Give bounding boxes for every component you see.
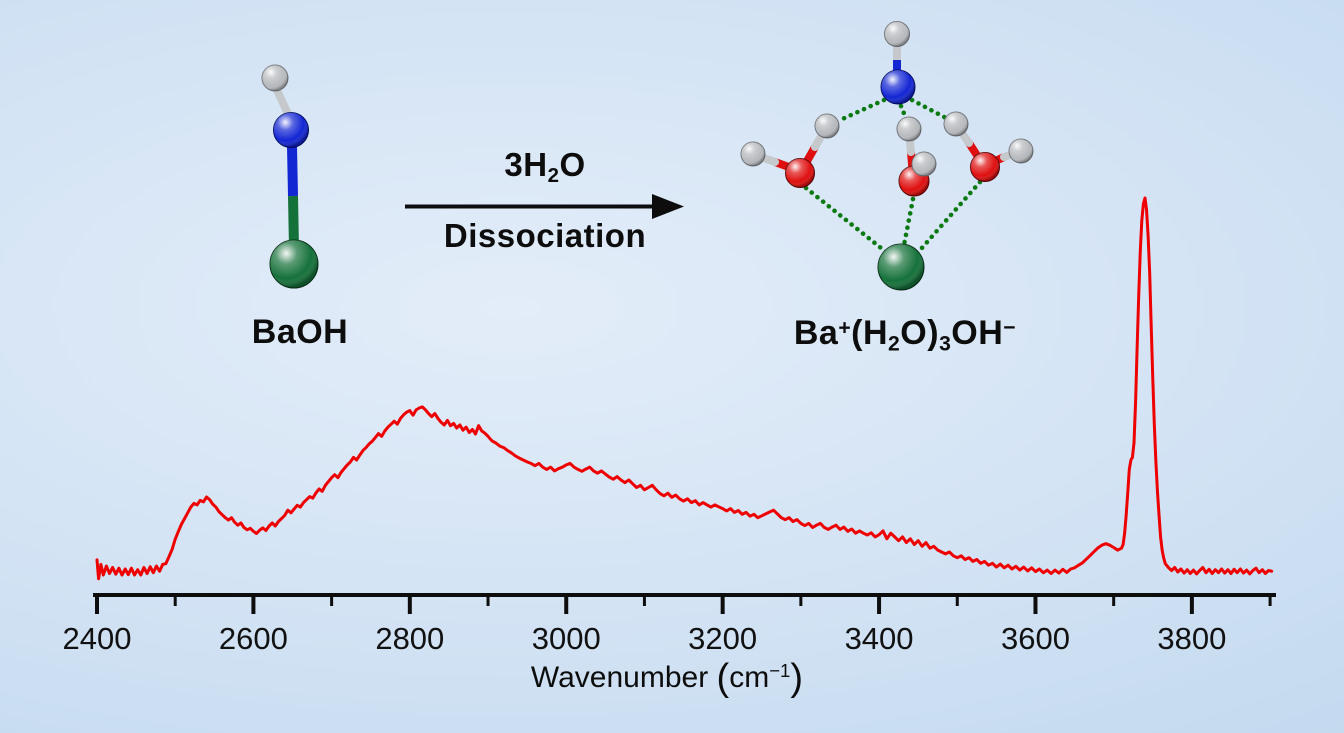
x-axis-title-paren: ( bbox=[716, 657, 730, 699]
x-axis-major-tick bbox=[95, 593, 99, 614]
hydrogen-atom-shine bbox=[1009, 139, 1033, 163]
o-ba-bond-lower bbox=[288, 195, 299, 249]
product-label: Ba+(H2O)3OH− bbox=[745, 314, 1065, 356]
product-subscript: 2 bbox=[888, 332, 901, 356]
hydrogen-atom-shine bbox=[884, 21, 910, 47]
x-axis-tick-label: 2400 bbox=[63, 621, 132, 656]
x-axis-tick-label: 3600 bbox=[1001, 621, 1070, 656]
x-axis-line bbox=[93, 593, 1276, 597]
product-text: (H bbox=[851, 314, 889, 352]
water-oxygen-shine bbox=[785, 158, 815, 188]
product-text: O) bbox=[900, 314, 940, 352]
x-axis-title-text: Wavenumber bbox=[530, 660, 717, 694]
x-axis-tick-label: 3200 bbox=[688, 621, 757, 656]
x-axis-tick-label: 3400 bbox=[845, 621, 914, 656]
x-axis-ticks bbox=[95, 593, 1272, 614]
x-axis-minor-tick bbox=[955, 593, 959, 606]
x-axis-minor-tick bbox=[330, 593, 334, 606]
o-ba-bond-upper bbox=[287, 145, 298, 197]
x-axis-title-paren: ) bbox=[790, 657, 804, 699]
product-cluster bbox=[740, 21, 1034, 291]
x-axis-tick-label: 3800 bbox=[1157, 621, 1226, 656]
x-axis-minor-tick bbox=[642, 593, 646, 606]
hydroxide-oxygen-shine bbox=[273, 112, 309, 148]
hydrogen-atom-shine bbox=[262, 65, 288, 91]
hydrogen-bond-dots bbox=[909, 97, 949, 121]
x-axis-major-tick bbox=[877, 593, 882, 614]
product-subscript: 3 bbox=[939, 332, 952, 356]
x-axis-minor-tick bbox=[486, 593, 490, 606]
x-axis-major-tick bbox=[720, 593, 725, 614]
x-axis-major-tick bbox=[407, 593, 412, 614]
reagent-subscript: 2 bbox=[547, 164, 560, 188]
arrow-bottom-label: Dissociation bbox=[420, 217, 670, 255]
x-axis-tick-label: 2600 bbox=[219, 621, 288, 656]
coordination-dots bbox=[918, 179, 983, 252]
water-molecule-center bbox=[896, 116, 937, 197]
hydrogen-atom-shine bbox=[897, 117, 921, 141]
product-superscript: + bbox=[838, 316, 852, 340]
reaction-arrow-head bbox=[652, 194, 684, 219]
product-text: OH bbox=[951, 314, 1004, 352]
hydrogen-atom-shine bbox=[741, 142, 765, 166]
product-text: Ba bbox=[793, 314, 839, 352]
x-axis-tick-labels: 2400 2600 2800 3000 3200 3400 3600 3800 bbox=[63, 621, 1227, 656]
reactant-label: BaOH bbox=[200, 313, 400, 352]
spectrum-trace bbox=[95, 196, 1274, 581]
x-axis-minor-tick bbox=[173, 593, 177, 606]
hydrogen-atom-shine bbox=[912, 152, 936, 176]
coordination-dots bbox=[901, 196, 916, 248]
x-axis-title: Wavenumber (cm−1) bbox=[417, 657, 917, 700]
x-axis-title-unit: cm bbox=[729, 660, 770, 694]
x-axis-minor-tick bbox=[1112, 593, 1116, 606]
hydroxide-oxygen-shine bbox=[881, 70, 915, 104]
x-axis-minor-tick bbox=[1268, 593, 1272, 606]
baoh-molecule bbox=[261, 64, 319, 289]
coordination-dots bbox=[803, 185, 889, 255]
product-superscript: − bbox=[1003, 316, 1017, 340]
x-axis-tick-label: 2800 bbox=[375, 621, 444, 656]
water-molecule-left bbox=[740, 113, 840, 188]
reagent-text: 3H bbox=[504, 146, 548, 183]
x-axis-major-tick bbox=[1189, 593, 1194, 614]
x-axis-major-tick bbox=[564, 593, 569, 614]
barium-atom-shine bbox=[878, 244, 924, 290]
reagent-label: 3H2O bbox=[420, 146, 670, 188]
oh-bond bbox=[273, 86, 292, 118]
dissociation-text: Dissociation bbox=[443, 217, 647, 254]
x-axis-title-exponent: −1 bbox=[769, 659, 791, 681]
hydrogen-atom-shine bbox=[944, 112, 968, 136]
x-axis-major-tick bbox=[1033, 593, 1038, 614]
water-molecule-right bbox=[943, 111, 1034, 182]
water-oxygen-shine bbox=[970, 152, 1000, 182]
x-axis-major-tick bbox=[251, 593, 256, 614]
reagent-text: O bbox=[559, 146, 586, 183]
hydrogen-atom-shine bbox=[815, 114, 839, 138]
reaction-arrow bbox=[405, 194, 684, 219]
x-axis-tick-label: 3000 bbox=[532, 621, 601, 656]
x-axis-minor-tick bbox=[799, 593, 803, 606]
reactant-label-text: BaOH bbox=[251, 313, 349, 351]
barium-atom-shine bbox=[270, 240, 318, 288]
hydrogen-bond-dots bbox=[835, 97, 887, 124]
